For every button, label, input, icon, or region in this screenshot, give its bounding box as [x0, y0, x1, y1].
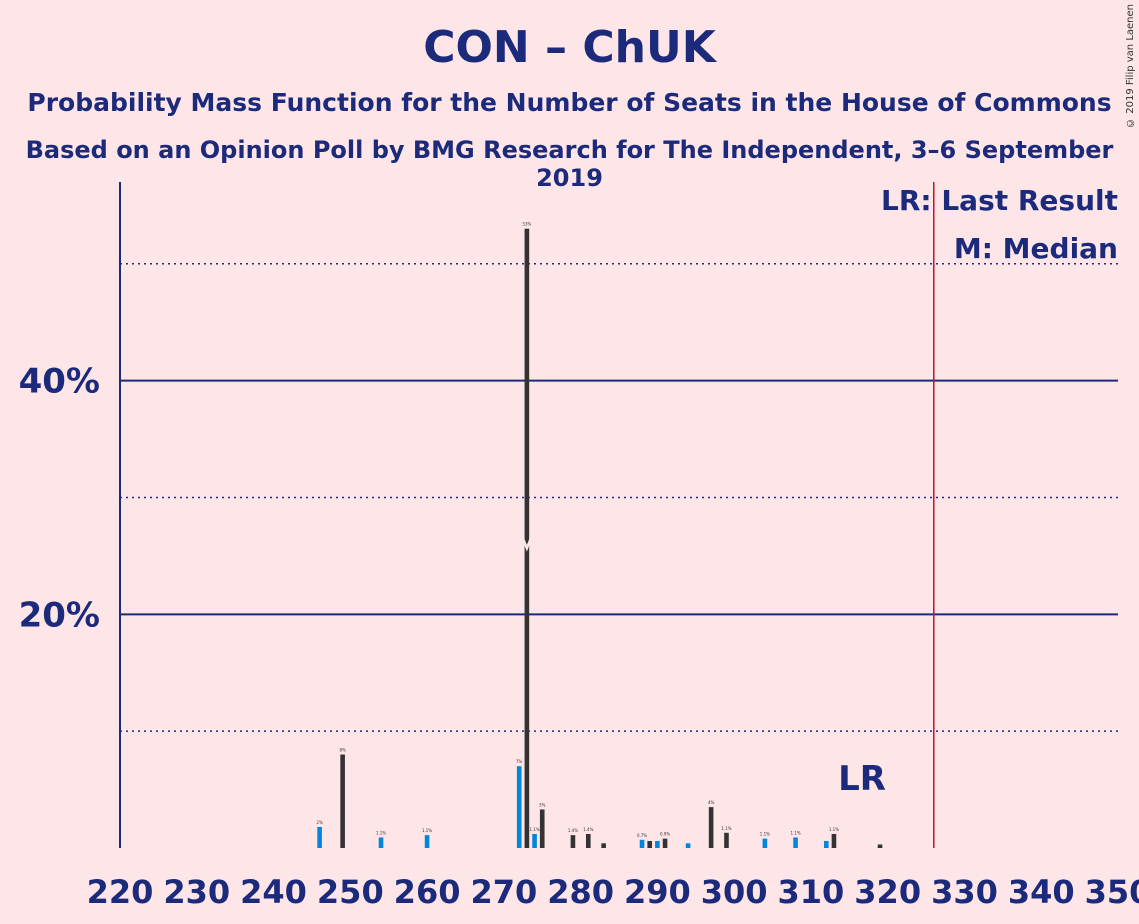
last-result-marker: LR [838, 759, 886, 799]
bar-chuk [831, 833, 837, 848]
bar-con [424, 835, 430, 848]
bar-con [516, 766, 522, 848]
bar-con [378, 837, 384, 848]
bars [317, 228, 883, 849]
bar-con [532, 833, 537, 848]
legend-last-result: LR: Last Result [881, 184, 1118, 217]
bar-con [639, 839, 645, 848]
bar-value-label: 0.9% [660, 832, 670, 837]
bar-value-label: 1.1% [529, 827, 539, 832]
bar-value-label: 3% [539, 802, 546, 807]
bar-value-label: 1.1% [721, 826, 731, 831]
bar-chuk [585, 833, 591, 848]
bar-value-labels: 2% 8% 1.1% 1.1% 7% 53% 1.1% 3% 1.4% 1.4% 0.7% 0.9% 4… [316, 222, 839, 838]
bar-chuk [570, 835, 576, 848]
bar-value-label: 4% [708, 800, 715, 805]
chart-title: CON – ChUK [423, 22, 716, 73]
x-tick-label: 340 [1008, 873, 1075, 911]
x-tick-label: 300 [701, 873, 768, 911]
chart-source: Based on an Opinion Poll by BMG Research… [25, 136, 1114, 192]
x-tick-label: 350 [1085, 873, 1139, 911]
bar-con [685, 843, 691, 848]
x-tick-label: 320 [854, 873, 921, 911]
x-tick-label: 280 [547, 873, 614, 911]
x-tick-label: 240 [240, 873, 307, 911]
axes: 20%40%220 230 240 250 260 270 280 290 300 310 320 3… [19, 182, 1139, 911]
bar-value-label: 0.7% [637, 833, 647, 838]
y-tick-label: 20% [19, 595, 100, 635]
bar-chuk [724, 832, 729, 848]
legend-median: M: Median [954, 232, 1118, 265]
bar-chuk [877, 844, 883, 848]
x-tick-label: 260 [394, 873, 461, 911]
bar-chuk [340, 754, 345, 848]
bar-chuk [662, 838, 668, 848]
x-tick-label: 220 [87, 873, 154, 911]
bar-value-label: 1.4% [583, 827, 593, 832]
x-tick-label: 230 [163, 873, 230, 911]
bar-con [823, 840, 829, 848]
bar-value-label: 1.1% [760, 832, 770, 837]
bar-con [655, 840, 660, 848]
bar-con [762, 838, 768, 848]
bar-value-label: 1.4% [568, 828, 578, 833]
x-tick-label: 330 [931, 873, 998, 911]
bar-chuk [647, 840, 653, 848]
bar-con [793, 837, 798, 848]
x-tick-label: 310 [778, 873, 845, 911]
y-tick-label: 40% [19, 362, 100, 402]
median-marker [521, 537, 533, 552]
bar-value-label: 1.1% [422, 828, 432, 833]
bar-value-label: 1.1% [829, 827, 839, 832]
bar-value-label: 8% [339, 748, 346, 753]
bar-chuk [601, 843, 606, 848]
bar-value-label: 53% [522, 222, 531, 227]
bar-value-label: 1.1% [790, 830, 800, 835]
bar-chuk [539, 809, 545, 848]
x-tick-label: 270 [470, 873, 537, 911]
bar-value-label: 1.1% [376, 830, 386, 835]
bar-chuk [524, 228, 530, 849]
bar-chuk [708, 807, 714, 848]
overlays [521, 182, 935, 848]
x-tick-label: 290 [624, 873, 691, 911]
x-tick-label: 250 [317, 873, 384, 911]
bar-value-label: 2% [316, 820, 323, 825]
chart-subtitle: Probability Mass Function for the Number… [27, 88, 1112, 117]
bar-con [317, 826, 322, 848]
gridlines [120, 263, 1118, 732]
bar-value-label: 7% [516, 759, 523, 764]
